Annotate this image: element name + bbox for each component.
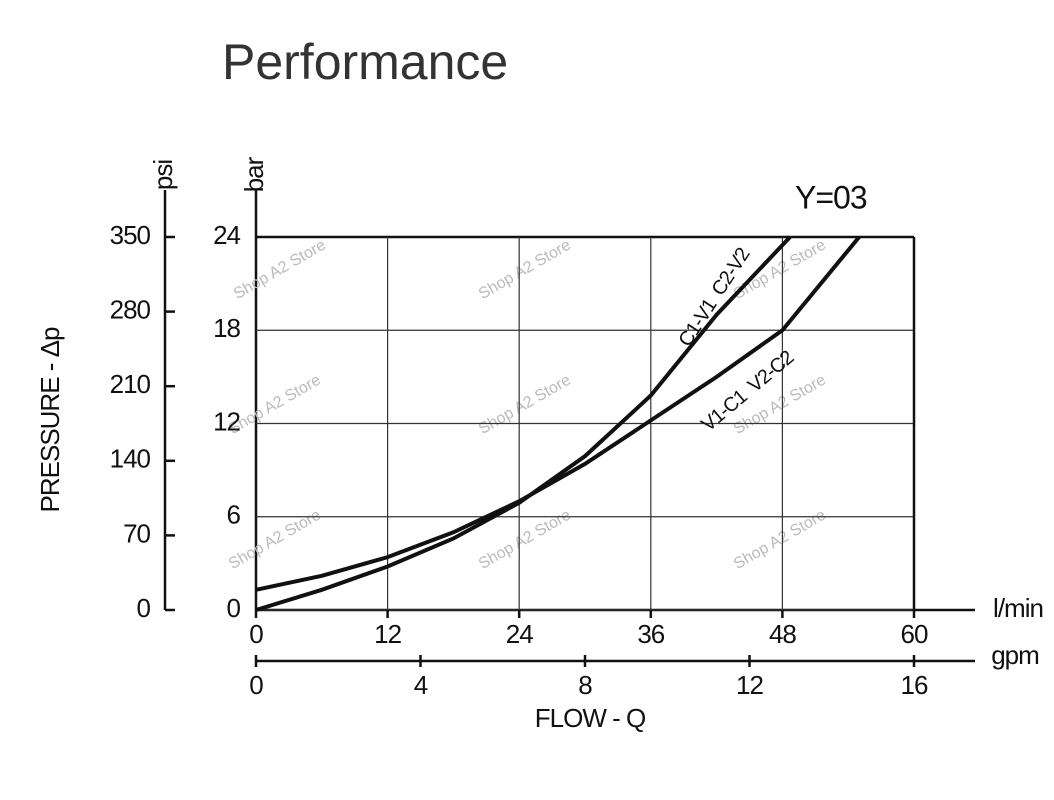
x-axis-title: FLOW - Q <box>535 703 645 733</box>
chart-title: Performance <box>222 34 508 90</box>
y-tick-label: 24 <box>213 220 240 250</box>
x-tick-label: 60 <box>901 619 928 649</box>
y2-tick-label: 280 <box>110 294 151 324</box>
y2-tick-label: 140 <box>110 444 151 474</box>
y-unit: bar <box>239 156 269 192</box>
y-tick-label: 6 <box>227 500 241 530</box>
watermark: Shop A2 Store <box>231 237 329 303</box>
x-tick-label: 24 <box>506 619 533 649</box>
y2-tick-label: 210 <box>110 369 151 399</box>
x2-tick-label: 0 <box>249 670 263 700</box>
annotation: Y=03 <box>795 179 867 215</box>
x2-tick-label: 4 <box>414 670 428 700</box>
y2-tick-label: 70 <box>123 518 150 548</box>
y-tick-label: 12 <box>213 406 240 436</box>
x2-tick-label: 12 <box>736 670 763 700</box>
x-tick-label: 12 <box>374 619 401 649</box>
x-tick-label: 36 <box>637 619 664 649</box>
x2-unit: gpm <box>991 640 1039 670</box>
watermark: Shop A2 Store <box>476 237 574 303</box>
x2-tick-label: 16 <box>901 670 928 700</box>
watermark: Shop A2 Store <box>226 372 324 438</box>
y-tick-label: 0 <box>227 593 241 623</box>
watermark: Shop A2 Store <box>476 372 574 438</box>
y2-unit: psi <box>148 160 178 190</box>
y2-tick-label: 0 <box>137 593 151 623</box>
y-axis-title: PRESSURE - Δp <box>35 327 65 513</box>
x-tick-label: 0 <box>249 619 263 649</box>
series-line <box>255 235 861 592</box>
x-tick-label: 48 <box>769 619 796 649</box>
x-unit: l/min <box>993 593 1043 623</box>
x2-tick-label: 8 <box>578 670 592 700</box>
y-tick-label: 18 <box>213 313 240 343</box>
y2-tick-label: 350 <box>110 220 151 250</box>
